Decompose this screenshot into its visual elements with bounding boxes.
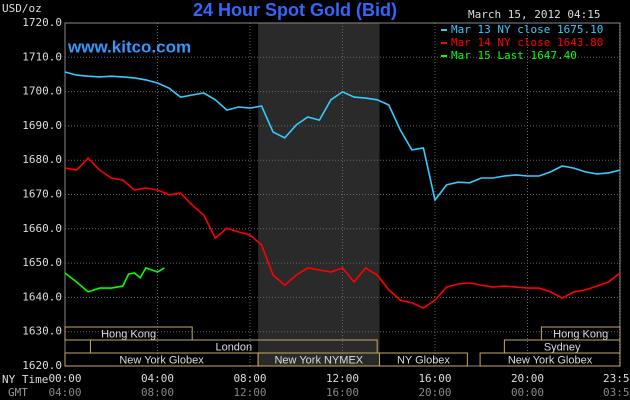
gmt-tick-label: 16:00 — [326, 386, 359, 399]
x-tick-label: 12:00 — [326, 372, 359, 385]
y-tick-label: 1620.0 — [22, 359, 62, 372]
series-line — [64, 71, 621, 202]
session-box — [479, 352, 621, 367]
x-row-label: GMT — [8, 386, 28, 399]
y-tick-label: 1680.0 — [22, 153, 62, 166]
series-line — [64, 266, 165, 293]
watermark: www.kitco.com — [67, 37, 191, 56]
gmt-tick-label: 03:59 — [603, 386, 630, 399]
gmt-tick-label: 00:00 — [511, 386, 544, 399]
session-label: Sydney — [544, 341, 581, 353]
timestamp: March 15, 2012 04:15 — [468, 8, 600, 21]
session-label: Hong Kong — [101, 328, 156, 340]
y-tick-label: 1650.0 — [22, 256, 62, 269]
y-tick-label: 1690.0 — [22, 119, 62, 132]
session-box — [379, 352, 468, 367]
gmt-tick-label: 12:00 — [233, 386, 266, 399]
session-label: Hong Kong — [553, 328, 608, 340]
session-label: London — [215, 341, 252, 353]
y-tick-label: 1720.0 — [22, 16, 62, 29]
x-row-label: NY Time — [2, 373, 48, 386]
legend-label: Mar 13 NY close 1675.10 — [451, 23, 603, 36]
session-label: NY Globex — [397, 354, 450, 366]
gmt-tick-label: 08:00 — [141, 386, 174, 399]
x-tick-label: 23:59 — [603, 372, 630, 385]
session-label: New York NYMEX — [274, 354, 363, 366]
y-tick-label: 1630.0 — [22, 325, 62, 338]
y-tick-label: 1640.0 — [22, 290, 62, 303]
session-label: New York Globex — [119, 354, 204, 366]
x-tick-label: 04:00 — [141, 372, 174, 385]
x-tick-label: 16:00 — [418, 372, 451, 385]
x-tick-label: 20:00 — [511, 372, 544, 385]
session-shade — [258, 23, 380, 366]
y-tick-label: 1710.0 — [22, 50, 62, 63]
y-tick-label: 1660.0 — [22, 222, 62, 235]
series-line — [64, 156, 621, 309]
x-tick-label: 00:00 — [48, 372, 81, 385]
y-tick-label: 1670.0 — [22, 188, 62, 201]
legend-label: Mar 15 Last 1647.40 — [451, 49, 577, 62]
chart-title: 24 Hour Spot Gold (Bid) — [193, 0, 397, 20]
session-label: New York Globex — [508, 354, 593, 366]
legend-label: Mar 14 NY close 1643.80 — [451, 36, 603, 49]
y-axis-label: USD/oz — [2, 2, 42, 15]
gmt-tick-label: 20:00 — [418, 386, 451, 399]
x-tick-label: 08:00 — [233, 372, 266, 385]
gmt-tick-label: 04:00 — [48, 386, 81, 399]
y-tick-label: 1700.0 — [22, 85, 62, 98]
